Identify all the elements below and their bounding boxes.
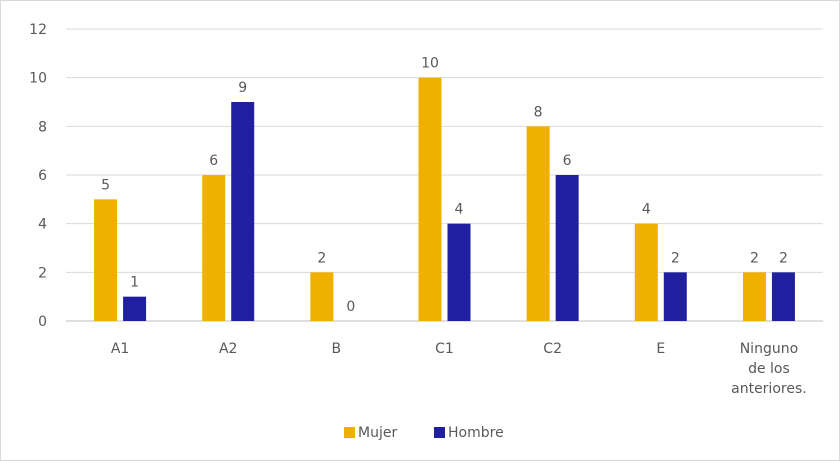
bar-mujer: [94, 199, 118, 321]
data-label: 8: [534, 104, 543, 120]
bar-hombre: [447, 223, 471, 321]
legend-label-hombre: Hombre: [448, 425, 504, 441]
bar-mujer: [742, 272, 766, 321]
data-label: 4: [455, 202, 464, 218]
data-label: 2: [317, 250, 326, 266]
x-tick-label-line: A1: [111, 341, 129, 357]
data-label: 5: [101, 177, 110, 193]
x-tick-label: Ninguno de los anteriores.: [731, 341, 807, 397]
data-label: 2: [779, 250, 788, 266]
x-tick-label-line: A2: [219, 341, 237, 357]
bar-mujer: [202, 175, 226, 321]
bar-mujer: [526, 126, 550, 321]
x-tick-label: E: [656, 341, 665, 357]
legend-swatch-hombre: [434, 427, 445, 438]
x-tick-label-line: C1: [435, 341, 454, 357]
data-label: 2: [750, 250, 759, 266]
data-label: 6: [563, 153, 572, 169]
x-tick-label-line: C2: [543, 341, 562, 357]
bar-hombre: [771, 272, 795, 321]
bar-hombre: [555, 175, 579, 321]
y-tick-label: 8: [38, 119, 47, 135]
data-label: 0: [346, 299, 355, 315]
data-label: 6: [209, 153, 218, 169]
data-label: 2: [671, 250, 680, 266]
data-label: 10: [421, 56, 439, 72]
data-label: 4: [642, 202, 651, 218]
x-tick-label: A1: [111, 341, 129, 357]
y-tick-label: 0: [38, 314, 47, 330]
y-tick-label: 6: [38, 168, 47, 184]
data-label: 1: [130, 275, 139, 291]
y-tick-label: 4: [38, 217, 47, 233]
legend-swatch-mujer: [344, 427, 355, 438]
legend-label-mujer: Mujer: [358, 425, 397, 441]
y-tick-label: 10: [29, 71, 47, 87]
data-label: 9: [238, 80, 247, 96]
x-tick-label-line: E: [656, 341, 665, 357]
bar-mujer: [310, 272, 334, 321]
y-tick-label: 2: [38, 265, 47, 281]
x-tick-label: A2: [219, 341, 237, 357]
x-tick-label-line: Ninguno: [740, 341, 798, 357]
x-tick-label: B: [332, 341, 342, 357]
x-tick-label-line: de los: [748, 361, 790, 377]
bar-hombre: [663, 272, 687, 321]
x-tick-label: C2: [543, 341, 562, 357]
bar-mujer: [418, 77, 442, 322]
x-tick-label-line: B: [332, 341, 342, 357]
y-tick-label: 12: [29, 22, 47, 38]
bar-hombre: [231, 102, 255, 321]
bar-hombre: [123, 296, 147, 321]
x-tick-label: C1: [435, 341, 454, 357]
x-tick-label-line: anteriores.: [731, 381, 807, 397]
bar-mujer: [634, 223, 658, 321]
